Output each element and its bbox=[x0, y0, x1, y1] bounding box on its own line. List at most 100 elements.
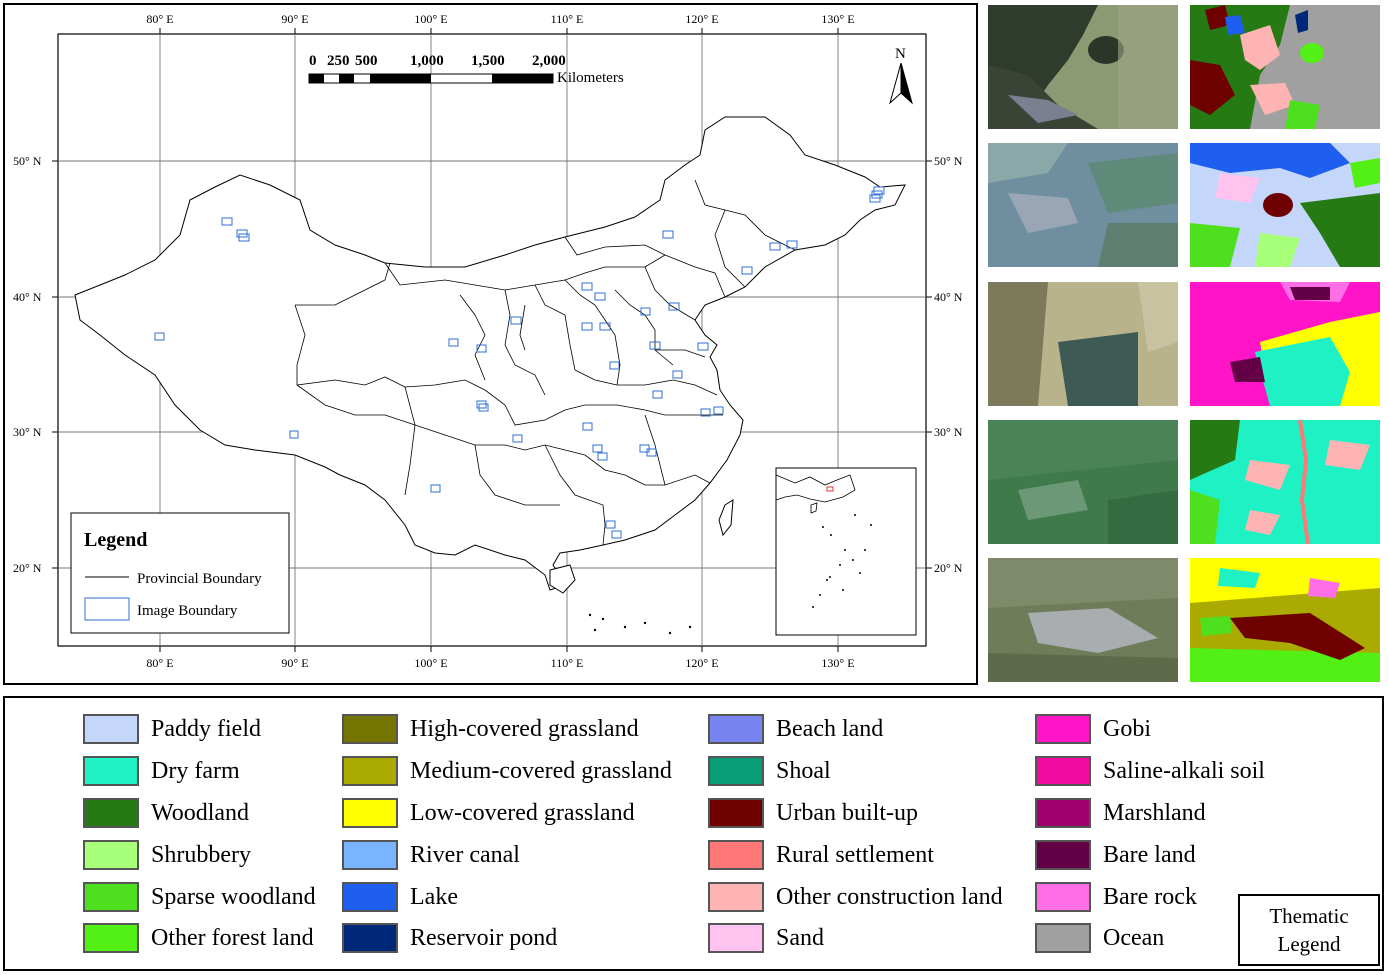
lat-label-right: 50° N bbox=[934, 154, 963, 168]
legend-item: Medium-covered grassland bbox=[342, 754, 672, 788]
legend-label: Bare land bbox=[1103, 841, 1196, 868]
lon-label-top: 110° E bbox=[551, 12, 584, 26]
thematic-legend-title-line2: Legend bbox=[1277, 932, 1341, 956]
satellite-image-desert bbox=[988, 282, 1178, 406]
map-legend-title: Legend bbox=[84, 529, 147, 551]
legend-label: Beach land bbox=[776, 715, 884, 742]
legend-label: Woodland bbox=[151, 799, 250, 826]
legend-label: Dry farm bbox=[151, 757, 240, 784]
lon-label-bottom: 100° E bbox=[414, 656, 447, 670]
legend-swatch bbox=[708, 714, 764, 744]
lon-label-top: 90° E bbox=[281, 12, 308, 26]
satellite-image-plain bbox=[988, 143, 1178, 267]
image-boundary-symbol bbox=[84, 597, 130, 621]
legend-item: Lake bbox=[342, 880, 458, 914]
legend-item: Rural settlement bbox=[708, 838, 934, 872]
china-map: 80° E 90° E 100° E 110° E 120° E 130° E … bbox=[13, 12, 963, 670]
hainan-outline bbox=[549, 564, 576, 594]
thematic-map-plain bbox=[1190, 143, 1380, 267]
legend-label: Paddy field bbox=[151, 715, 261, 742]
legend-item: Marshland bbox=[1035, 796, 1206, 830]
legend-swatch bbox=[83, 923, 139, 953]
legend-swatch bbox=[708, 923, 764, 953]
legend-label: Ocean bbox=[1103, 924, 1165, 951]
legend-label: Other forest land bbox=[151, 924, 314, 951]
legend-item: Beach land bbox=[708, 712, 883, 746]
legend-swatch bbox=[342, 840, 398, 870]
north-arrow: N bbox=[889, 46, 913, 105]
scale-number: 1,000 bbox=[410, 53, 444, 69]
lat-label-left: 50° N bbox=[13, 154, 42, 168]
legend-label: Bare rock bbox=[1103, 883, 1197, 910]
legend-swatch bbox=[83, 714, 139, 744]
legend-item: Reservoir pond bbox=[342, 921, 557, 955]
thematic-legend-title: Thematic Legend bbox=[1238, 894, 1380, 966]
taiwan-outline bbox=[718, 499, 734, 537]
legend-label: Reservoir pond bbox=[410, 924, 558, 951]
thematic-map-mountain bbox=[1190, 558, 1380, 682]
legend-label: Shrubbery bbox=[151, 841, 251, 868]
legend-label: Sparse woodland bbox=[151, 883, 316, 910]
legend-label: Other construction land bbox=[776, 883, 1003, 910]
north-label: N bbox=[895, 46, 906, 62]
map-legend-label: Provincial Boundary bbox=[137, 571, 262, 587]
lon-label-bottom: 120° E bbox=[685, 656, 718, 670]
lat-label-right: 20° N bbox=[934, 561, 963, 575]
legend-item: Saline-alkali soil bbox=[1035, 754, 1265, 788]
map-neatline bbox=[57, 33, 927, 647]
legend-label: Low-covered grassland bbox=[410, 799, 635, 826]
legend-swatch bbox=[708, 798, 764, 828]
legend-label: Rural settlement bbox=[776, 841, 934, 868]
legend-item: Ocean bbox=[1035, 921, 1164, 955]
legend-swatch bbox=[1035, 923, 1091, 953]
satellite-image-mountain bbox=[988, 558, 1178, 682]
lon-label-bottom: 80° E bbox=[146, 656, 173, 670]
legend-item: Other forest land bbox=[83, 921, 314, 955]
legend-swatch bbox=[83, 798, 139, 828]
legend-label: Saline-alkali soil bbox=[1103, 757, 1265, 784]
legend-swatch bbox=[342, 714, 398, 744]
legend-item: Urban built-up bbox=[708, 796, 918, 830]
lat-label-right: 40° N bbox=[934, 290, 963, 304]
lon-label-top: 130° E bbox=[821, 12, 854, 26]
south-sea-inset bbox=[775, 467, 917, 636]
provincial-boundaries bbox=[294, 179, 796, 546]
lat-label-left: 40° N bbox=[13, 290, 42, 304]
scale-number: 0 bbox=[309, 53, 317, 69]
scale-bar: 0 250 500 1,000 1,500 2,000 Kilometers bbox=[308, 53, 624, 86]
legend-label: Urban built-up bbox=[776, 799, 918, 826]
legend-label: Marshland bbox=[1103, 799, 1206, 826]
legend-swatch bbox=[1035, 756, 1091, 786]
legend-label: River canal bbox=[410, 841, 520, 868]
legend-swatch bbox=[1035, 882, 1091, 912]
lat-label-left: 20° N bbox=[13, 561, 42, 575]
scale-unit: Kilometers bbox=[557, 70, 624, 86]
legend-swatch bbox=[708, 882, 764, 912]
legend-swatch bbox=[342, 923, 398, 953]
legend-swatch bbox=[83, 756, 139, 786]
legend-item: River canal bbox=[342, 838, 520, 872]
legend-item: Shoal bbox=[708, 754, 831, 788]
scale-number: 2,000 bbox=[532, 53, 566, 69]
scale-number: 1,500 bbox=[471, 53, 505, 69]
thematic-legend-panel bbox=[3, 696, 1384, 971]
lon-label-top: 100° E bbox=[414, 12, 447, 26]
china-outline bbox=[74, 116, 906, 591]
china-map-panel: 80° E 90° E 100° E 110° E 120° E 130° E … bbox=[3, 3, 978, 685]
legend-item: Gobi bbox=[1035, 712, 1151, 746]
legend-label: Medium-covered grassland bbox=[410, 757, 672, 784]
legend-swatch bbox=[1035, 798, 1091, 828]
legend-swatch bbox=[342, 798, 398, 828]
legend-item: Dry farm bbox=[83, 754, 240, 788]
lat-label-left: 30° N bbox=[13, 425, 42, 439]
legend-item: Low-covered grassland bbox=[342, 796, 635, 830]
legend-swatch bbox=[83, 840, 139, 870]
legend-label: Shoal bbox=[776, 757, 831, 784]
legend-swatch bbox=[1035, 840, 1091, 870]
image-boundaries bbox=[154, 186, 885, 539]
legend-label: Gobi bbox=[1103, 715, 1151, 742]
scale-number: 250 bbox=[327, 53, 350, 69]
satellite-image-coastal bbox=[988, 5, 1178, 129]
legend-swatch bbox=[708, 840, 764, 870]
satellite-image-forest bbox=[988, 420, 1178, 544]
